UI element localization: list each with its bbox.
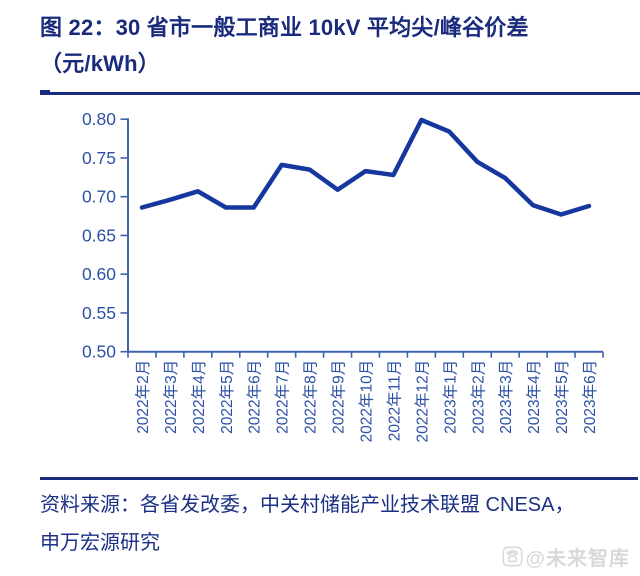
y-axis-label: 0.80 <box>82 109 116 129</box>
watermark: @未来智库 <box>502 542 630 571</box>
series-line <box>139 117 592 217</box>
x-axis-label: 2023年1月 <box>441 360 459 434</box>
x-axis-label: 2022年6月 <box>246 360 264 434</box>
x-axis-label: 2022年10月 <box>358 360 376 443</box>
figure-title-line2: （元/kWh） <box>40 51 160 76</box>
x-axis-label: 2023年2月 <box>469 360 487 434</box>
x-axis-label: 2022年3月 <box>162 360 180 434</box>
x-axis-label: 2022年12月 <box>413 360 431 443</box>
y-axis-label: 0.55 <box>82 303 116 323</box>
x-axis-label: 2022年4月 <box>190 360 208 434</box>
x-axis-label: 2022年9月 <box>330 360 348 434</box>
x-axis-label: 2022年2月 <box>134 360 152 434</box>
source-note-line2: 申万宏源研究 <box>40 532 160 554</box>
x-axis-label: 2023年3月 <box>497 360 515 434</box>
y-axis-label: 0.65 <box>82 225 116 245</box>
title-divider-line <box>40 92 640 95</box>
x-axis-label: 2022年11月 <box>385 360 403 442</box>
x-axis-label: 2022年7月 <box>274 360 292 434</box>
x-axis-label: 2022年5月 <box>218 360 236 434</box>
x-axis-label: 2023年4月 <box>525 360 543 434</box>
x-axis-label: 2023年6月 <box>581 360 599 434</box>
paw-icon <box>502 546 523 567</box>
footer-divider-line <box>40 477 638 480</box>
y-axis-label: 0.70 <box>82 187 116 207</box>
y-axis-label: 0.60 <box>82 264 116 284</box>
figure-title-line1: 图 22：30 省市一般工商业 10kV 平均尖/峰谷价差 <box>40 15 529 40</box>
figure-title: 图 22：30 省市一般工商业 10kV 平均尖/峰谷价差 （元/kWh） <box>40 10 615 82</box>
source-note: 资料来源：各省发改委，中关村储能产业技术联盟 CNESA， 申万宏源研究 <box>40 486 615 562</box>
y-axis-label: 0.75 <box>82 148 116 168</box>
title-divider-cap <box>40 90 50 95</box>
watermark-text: @未来智库 <box>525 548 630 570</box>
x-axis-label: 2023年5月 <box>553 360 571 434</box>
x-axis-label: 2022年8月 <box>302 360 320 434</box>
source-note-line1: 资料来源：各省发改委，中关村储能产业技术联盟 CNESA， <box>40 494 575 516</box>
y-axis-label: 0.50 <box>82 342 116 362</box>
